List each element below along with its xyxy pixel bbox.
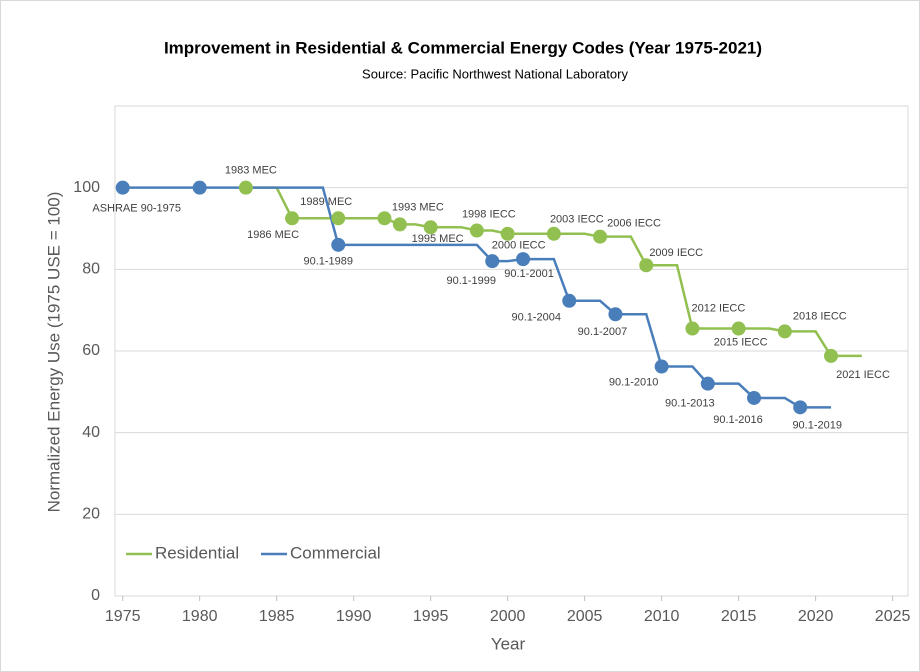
point-label: 90.1-2010 <box>609 376 659 388</box>
point-label: 2021 IECC <box>836 369 890 381</box>
chart-title: Improvement in Residential & Commercial … <box>164 38 762 57</box>
marker <box>747 390 762 405</box>
point-label: 2006 IECC <box>607 218 661 230</box>
x-tick-label: 2025 <box>875 608 911 625</box>
marker <box>516 252 531 267</box>
marker <box>115 180 130 195</box>
point-label: ASHRAE 90-1975 <box>92 203 181 215</box>
y-axis-label: Normalized Energy Use (1975 USE = 100) <box>44 192 63 513</box>
marker <box>562 293 577 308</box>
marker <box>238 180 253 195</box>
marker <box>608 307 623 322</box>
y-tick-label: 20 <box>82 506 100 523</box>
point-label: 1986 MEC <box>247 229 299 241</box>
x-tick-label: 1985 <box>259 608 295 625</box>
point-label: 90.1-2013 <box>665 398 715 410</box>
marker <box>824 348 839 363</box>
marker <box>423 220 438 235</box>
point-label: 90.1-2007 <box>578 326 628 338</box>
point-label: 90.1-2001 <box>504 268 554 280</box>
point-label: 2009 IECC <box>649 247 703 259</box>
series-line <box>523 257 571 302</box>
marker <box>485 254 500 269</box>
point-label: 1995 MEC <box>412 233 464 245</box>
marker <box>377 211 392 226</box>
point-label: 2018 IECC <box>793 310 847 322</box>
point-label: 90.1-1989 <box>303 256 353 268</box>
marker <box>469 223 484 238</box>
series-line <box>784 330 833 357</box>
x-axis-label: Year <box>491 634 526 653</box>
legend-label: Commercial <box>290 543 381 562</box>
point-label: 1989 MEC <box>300 196 352 208</box>
point-label: 90.1-1999 <box>446 275 496 287</box>
marker <box>639 258 654 273</box>
marker <box>331 237 346 252</box>
point-label: 90.1-2016 <box>713 414 763 426</box>
y-tick-label: 60 <box>82 342 100 359</box>
series-line <box>338 243 494 263</box>
x-tick-label: 1975 <box>105 608 141 625</box>
series-line <box>600 235 648 266</box>
x-tick-label: 1990 <box>336 608 372 625</box>
marker <box>192 180 207 195</box>
marker <box>793 400 808 415</box>
marker <box>731 321 746 336</box>
series-line <box>615 313 663 367</box>
series-line <box>661 365 709 385</box>
point-label: 1983 MEC <box>225 165 277 177</box>
point-label: 90.1-2019 <box>792 419 842 431</box>
marker <box>392 217 407 232</box>
series-line <box>646 264 694 329</box>
point-label: 90.1-2004 <box>511 312 561 324</box>
point-label: 2015 IECC <box>714 336 768 348</box>
marker <box>593 229 608 244</box>
marker <box>700 376 715 391</box>
x-tick-label: 2010 <box>644 608 680 625</box>
point-label: 2000 IECC <box>492 240 546 252</box>
x-tick-label: 2000 <box>490 608 526 625</box>
chart-subtitle: Source: Pacific Northwest National Labor… <box>362 66 628 81</box>
y-tick-label: 100 <box>73 179 100 196</box>
marker <box>654 359 669 374</box>
point-label: 1993 MEC <box>392 201 444 213</box>
legend-label: Residential <box>155 543 239 562</box>
marker <box>546 226 561 241</box>
y-tick-label: 0 <box>91 587 100 604</box>
point-label: 1998 IECC <box>462 208 516 220</box>
marker <box>285 211 300 226</box>
y-tick-label: 40 <box>82 424 100 441</box>
marker <box>331 211 346 226</box>
x-tick-label: 1980 <box>182 608 218 625</box>
y-tick-label: 80 <box>82 261 100 278</box>
point-label: 2003 IECC <box>550 214 604 226</box>
marker <box>777 324 792 339</box>
x-tick-label: 1995 <box>413 608 449 625</box>
marker <box>500 226 515 241</box>
x-tick-label: 2005 <box>567 608 603 625</box>
x-tick-label: 2015 <box>721 608 757 625</box>
series-line <box>707 382 755 399</box>
x-tick-label: 2020 <box>798 608 834 625</box>
point-label: 2012 IECC <box>692 302 746 314</box>
marker <box>685 321 700 336</box>
